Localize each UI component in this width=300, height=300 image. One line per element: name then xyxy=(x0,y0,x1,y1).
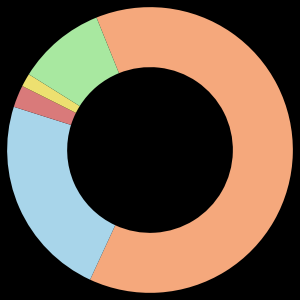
Wedge shape xyxy=(7,107,115,280)
Wedge shape xyxy=(29,17,119,106)
Wedge shape xyxy=(22,74,80,113)
Wedge shape xyxy=(90,7,293,293)
Wedge shape xyxy=(14,86,76,125)
